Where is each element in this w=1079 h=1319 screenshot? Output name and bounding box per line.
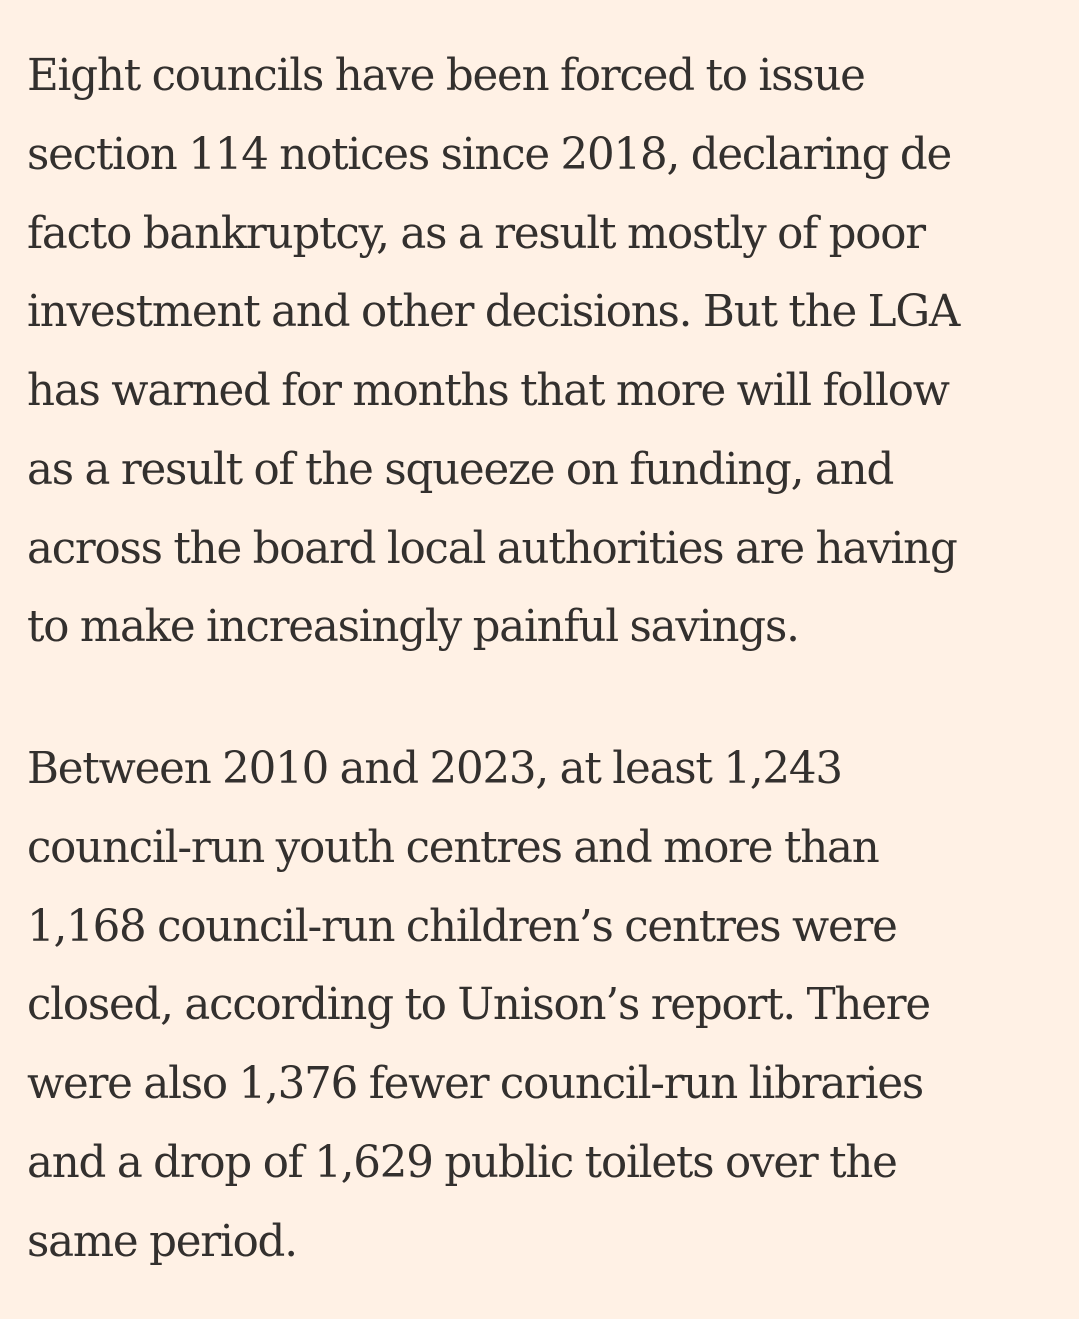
paragraph-line: investment and other decisions. But the … [27, 287, 960, 338]
paragraph-line: Eight councils have been forced to issue [27, 51, 866, 101]
paragraph-line: same period. [27, 1216, 298, 1267]
paragraph-line: section 114 notices since 2018, declarin… [27, 129, 952, 180]
article-paragraph: Between 2010 and 2023, at least 1,243 co… [27, 730, 1057, 1281]
article-paragraph: Eight councils have been forced to issue… [27, 37, 1057, 667]
paragraph-line: as a result of the squeeze on funding, a… [27, 444, 894, 495]
paragraph-line: were also 1,376 fewer council-run librar… [27, 1059, 924, 1109]
paragraph-line: to make increasingly painful savings. [27, 602, 800, 653]
paragraph-line: 1,168 council-run children’s centres wer… [27, 901, 898, 952]
paragraph-line: across the board local authorities are h… [27, 523, 958, 574]
paragraph-line: has warned for months that more will fol… [27, 366, 950, 416]
paragraph-line: council-run youth centres and more than [27, 822, 880, 873]
paragraph-line: facto bankruptcy, as a result mostly of … [27, 208, 926, 259]
paragraph-line: Between 2010 and 2023, at least 1,243 [27, 744, 843, 794]
paragraph-line: closed, according to Unison’s report. Th… [27, 980, 931, 1031]
paragraph-line: and a drop of 1,629 public toilets over … [27, 1137, 898, 1188]
